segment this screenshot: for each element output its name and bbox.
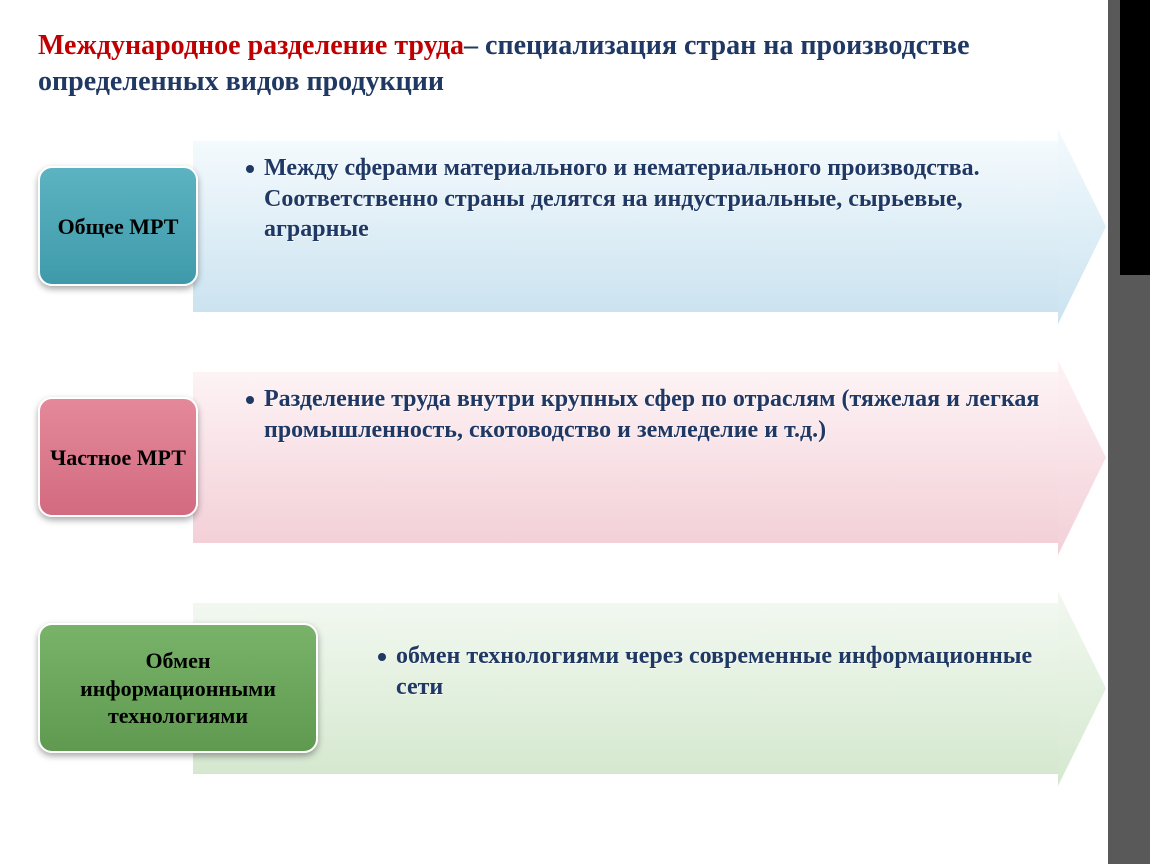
arrow-text-private-mrt: Разделение труда внутри крупных сфер по … — [246, 384, 1046, 445]
arrow-text-content: обмен технологиями через современные инф… — [396, 641, 1038, 702]
arrow-text-general-mrt: Между сферами материального и нематериал… — [246, 153, 1046, 245]
title-term: Международное разделение труда — [38, 30, 464, 61]
bullet-icon — [246, 165, 254, 173]
diagram-row-general-mrt: Общее МРТ Между сферами материального и н… — [38, 129, 1106, 324]
label-general-mrt: Общее МРТ — [38, 166, 198, 286]
slide-title: Международное разделение труда– специали… — [38, 28, 1106, 101]
arrow-text-content: Между сферами материального и нематериал… — [264, 153, 1046, 245]
arrow-head-icon — [1058, 591, 1106, 786]
arrow-head-icon — [1058, 360, 1106, 555]
diagram-rows: Общее МРТ Между сферами материального и н… — [38, 129, 1106, 786]
bullet-icon — [378, 653, 386, 661]
arrow-head-icon — [1058, 129, 1106, 324]
arrow-text-info-exchange: обмен технологиями через современные инф… — [378, 641, 1038, 702]
label-info-exchange: Обмен информационными технологиями — [38, 623, 318, 753]
bullet-icon — [246, 396, 254, 404]
label-private-mrt: Частное МРТ — [38, 397, 198, 517]
sidebar-black-strip — [1120, 0, 1150, 275]
diagram-row-private-mrt: Частное МРТ Разделение труда внутри крупн… — [38, 360, 1106, 555]
arrow-text-content: Разделение труда внутри крупных сфер по … — [264, 384, 1046, 445]
slide-content: Международное разделение труда– специали… — [38, 28, 1106, 786]
diagram-row-info-exchange: Обмен информационными технологиями обмен … — [38, 591, 1106, 786]
